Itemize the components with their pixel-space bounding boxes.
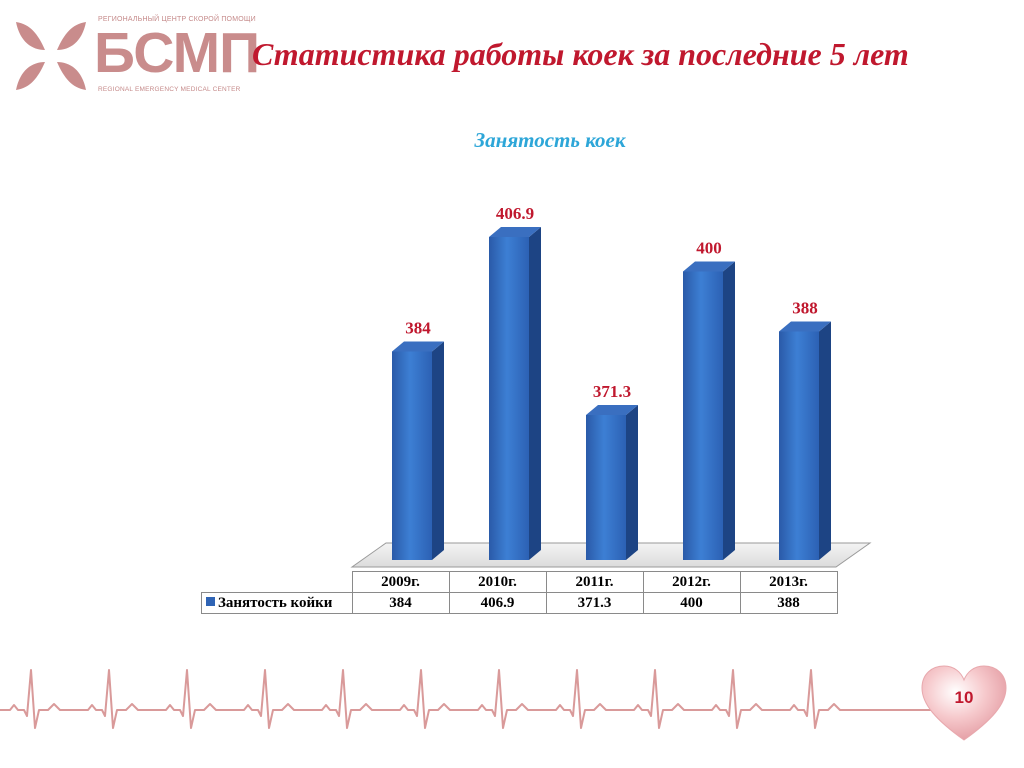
logo-mark-icon: [16, 22, 86, 90]
bar: [489, 237, 529, 560]
data-table-value: 406.9: [448, 592, 547, 614]
bar-side: [723, 261, 735, 560]
data-table-value: 371.3: [545, 592, 644, 614]
data-table-value: 384: [351, 592, 450, 614]
bar-top: [586, 405, 638, 415]
data-table-category: 2009г.: [351, 571, 450, 593]
data-table-row-label-text: Занятость койки: [218, 594, 333, 611]
bar-side: [529, 227, 541, 560]
bar-top: [683, 261, 735, 272]
bar: [683, 271, 723, 560]
bar-side: [626, 405, 638, 560]
ecg-line-decoration: [0, 669, 940, 729]
data-table-corner: [202, 572, 353, 593]
data-table: 2009г. 2010г. 2011г. 2012г. 2013г. Занят…: [201, 571, 838, 614]
data-table-category: 2010г.: [448, 571, 547, 593]
data-table-category: 2012г.: [642, 571, 741, 593]
bar: [779, 331, 819, 560]
page-title: Статистика работы коек за последние 5 ле…: [252, 36, 909, 72]
data-label: 371.3: [593, 382, 631, 401]
data-table-header-row: 2009г. 2010г. 2011г. 2012г. 2013г.: [202, 571, 838, 593]
logo: РЕГИОНАЛЬНЫЙ ЦЕНТР СКОРОЙ ПОМОЩИ БСМП RE…: [14, 16, 260, 98]
bar-top: [392, 341, 444, 352]
data-table-category: 2011г.: [545, 571, 644, 593]
bar-top: [779, 321, 831, 332]
logo-top-text: РЕГИОНАЛЬНЫЙ ЦЕНТР СКОРОЙ ПОМОЩИ: [98, 16, 256, 23]
heart-icon: [921, 665, 1007, 741]
data-table-category: 2013г.: [739, 571, 838, 593]
data-label: 406.9: [496, 204, 534, 223]
logo-bottom-text: REGIONAL EMERGENCY MEDICAL CENTER: [98, 86, 241, 93]
chart-title: Занятость коек: [474, 128, 626, 152]
bar-side: [819, 321, 831, 560]
data-label: 400: [696, 239, 722, 258]
legend-swatch-icon: [206, 596, 215, 606]
bar: [392, 351, 432, 560]
bar-top: [489, 227, 541, 237]
page-number: 10: [954, 688, 974, 707]
bar: [586, 415, 626, 560]
data-table-row-label: Занятость койки: [201, 592, 353, 614]
data-table-value-row: Занятость койки 384 406.9 371.3 400 388: [201, 592, 838, 614]
bar-side: [432, 341, 444, 560]
data-table-value: 400: [642, 592, 741, 614]
data-label: 384: [405, 319, 431, 338]
data-table-value: 388: [739, 592, 838, 614]
logo-main-text: БСМП: [94, 21, 260, 85]
data-label: 388: [792, 299, 818, 318]
